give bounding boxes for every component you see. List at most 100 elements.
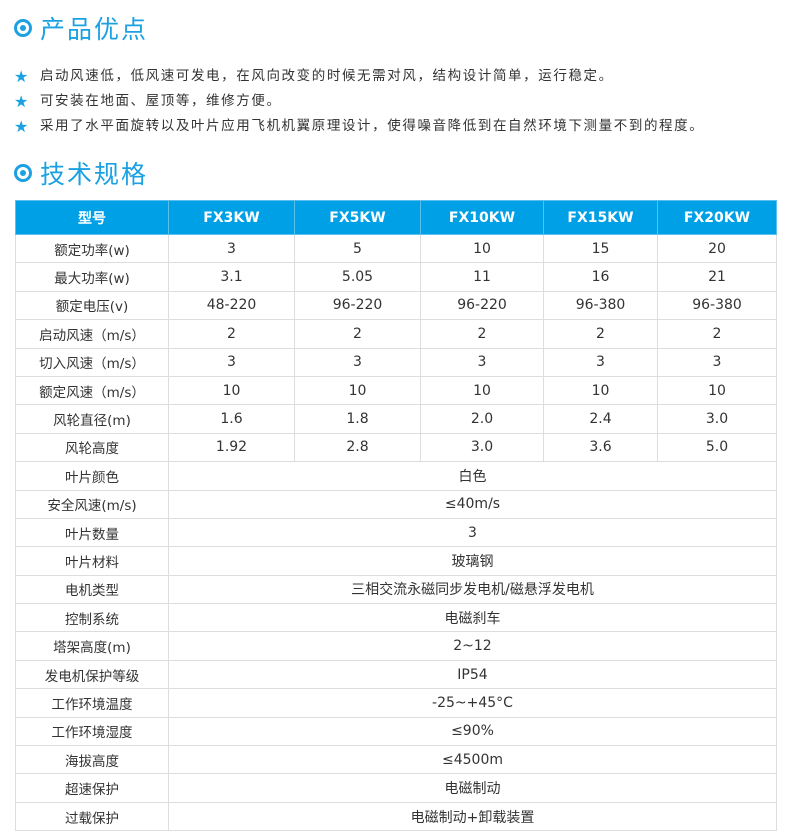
table-row: 安全风速(m/s) ≤40m/s — [15, 489, 777, 519]
table-row: 工作环境湿度 ≤90% — [15, 716, 777, 747]
cell: 1.92 — [168, 432, 295, 463]
table-row: 工作环境温度 -25~+45°C — [15, 688, 777, 718]
specs-heading: 技术规格 — [14, 155, 148, 191]
table-row: 超速保护 电磁制动 — [15, 773, 777, 803]
cell: 2.0 — [420, 404, 544, 434]
target-circle-icon — [14, 164, 32, 182]
cell: 3 — [420, 347, 544, 377]
cell: 10 — [420, 233, 544, 264]
star-icon: ★ — [14, 92, 30, 111]
cell: 1.8 — [294, 404, 421, 434]
cell: -25~+45°C — [168, 688, 777, 718]
cell: 3 — [168, 517, 777, 548]
star-icon: ★ — [14, 67, 30, 86]
cell: 96-380 — [657, 290, 777, 321]
cell: 5 — [294, 233, 421, 264]
table-row: 过载保护 电磁制动+卸载装置 — [15, 801, 777, 832]
cell: 10 — [543, 375, 658, 406]
table-row: 控制系统 电磁刹车 — [15, 603, 777, 633]
row-label: 发电机保护等级 — [15, 659, 169, 690]
cell: 20 — [657, 233, 777, 264]
advantages-list: ★ 启动风速低，低风速可发电，在风向改变的时候无需对风，结构设计简单，运行稳定。 … — [14, 64, 704, 139]
row-label: 风轮直径(m) — [15, 404, 169, 434]
specs-title: 技术规格 — [40, 160, 149, 189]
cell: 3 — [657, 347, 777, 377]
row-label: 工作环境温度 — [15, 688, 169, 718]
table-row: 启动风速（m/s） 2 2 2 2 2 — [15, 319, 777, 349]
row-label: 叶片数量 — [15, 517, 169, 548]
table-row: 发电机保护等级 IP54 — [15, 659, 777, 690]
row-label: 超速保护 — [15, 773, 169, 803]
table-row: 额定功率(w) 3 5 10 15 20 — [15, 233, 777, 264]
row-label: 塔架高度(m) — [15, 631, 169, 661]
cell: 2 — [168, 319, 295, 349]
column-header: FX10KW — [420, 200, 544, 235]
row-label: 额定电压(v) — [15, 290, 169, 321]
row-label: 工作环境湿度 — [15, 716, 169, 747]
cell: 15 — [543, 233, 658, 264]
target-circle-icon — [14, 19, 32, 37]
cell: 96-220 — [420, 290, 544, 321]
cell: 2~12 — [168, 631, 777, 661]
cell: ≤4500m — [168, 745, 777, 775]
cell: 3 — [168, 233, 295, 264]
table-row: 叶片颜色 白色 — [15, 461, 777, 491]
table-row: 风轮高度 1.92 2.8 3.0 3.6 5.0 — [15, 432, 777, 463]
row-label: 启动风速（m/s） — [15, 319, 169, 349]
row-label: 控制系统 — [15, 603, 169, 633]
cell: 10 — [420, 375, 544, 406]
cell: 2.8 — [294, 432, 421, 463]
cell: IP54 — [168, 659, 777, 690]
cell: 2 — [420, 319, 544, 349]
cell: 96-220 — [294, 290, 421, 321]
cell: 3 — [543, 347, 658, 377]
table-header-row: 型号 FX3KW FX5KW FX10KW FX15KW FX20KW — [15, 200, 777, 235]
cell: 玻璃钢 — [168, 546, 777, 576]
cell: 三相交流永磁同步发电机/磁悬浮发电机 — [168, 574, 777, 605]
list-item: ★ 可安装在地面、屋顶等，维修方便。 — [14, 89, 704, 114]
cell: 5.0 — [657, 432, 777, 463]
advantages-title: 产品优点 — [40, 15, 149, 44]
row-label: 电机类型 — [15, 574, 169, 605]
table-row: 风轮直径(m) 1.6 1.8 2.0 2.4 3.0 — [15, 404, 777, 434]
table-row: 塔架高度(m) 2~12 — [15, 631, 777, 661]
cell: 3.1 — [168, 262, 295, 292]
cell: 电磁刹车 — [168, 603, 777, 633]
table-row: 叶片数量 3 — [15, 517, 777, 548]
cell: 10 — [657, 375, 777, 406]
cell: 2 — [543, 319, 658, 349]
cell: 3 — [294, 347, 421, 377]
row-label: 叶片材料 — [15, 546, 169, 576]
row-label: 最大功率(w) — [15, 262, 169, 292]
column-header: FX20KW — [657, 200, 777, 235]
cell: 5.05 — [294, 262, 421, 292]
row-label: 叶片颜色 — [15, 461, 169, 491]
row-label: 额定功率(w) — [15, 233, 169, 264]
column-header: FX15KW — [543, 200, 658, 235]
cell: 2.4 — [543, 404, 658, 434]
cell: 16 — [543, 262, 658, 292]
table-row: 额定电压(v) 48-220 96-220 96-220 96-380 96-380 — [15, 290, 777, 321]
cell: 10 — [294, 375, 421, 406]
list-item: ★ 采用了水平面旋转以及叶片应用飞机机翼原理设计，使得噪音降低到在自然环境下测量不… — [14, 114, 704, 139]
column-header: FX3KW — [168, 200, 295, 235]
list-item: ★ 启动风速低，低风速可发电，在风向改变的时候无需对风，结构设计简单，运行稳定。 — [14, 64, 704, 89]
cell: ≤90% — [168, 716, 777, 747]
cell: 10 — [168, 375, 295, 406]
table-row: 最大功率(w) 3.1 5.05 11 16 21 — [15, 262, 777, 292]
row-label: 切入风速（m/s） — [15, 347, 169, 377]
table-row: 叶片材料 玻璃钢 — [15, 546, 777, 576]
column-header: 型号 — [15, 200, 169, 235]
specs-table: 型号 FX3KW FX5KW FX10KW FX15KW FX20KW 额定功率(w) 3 5… — [15, 200, 777, 832]
cell: 电磁制动 — [168, 773, 777, 803]
cell: 2 — [294, 319, 421, 349]
cell: 白色 — [168, 461, 777, 491]
advantages-heading: 产品优点 — [14, 10, 148, 46]
row-label: 额定风速（m/s） — [15, 375, 169, 406]
cell: 11 — [420, 262, 544, 292]
row-label: 过载保护 — [15, 801, 169, 832]
row-label: 海拔高度 — [15, 745, 169, 775]
cell: 电磁制动+卸载装置 — [168, 801, 777, 832]
table-row: 额定风速（m/s） 10 10 10 10 10 — [15, 375, 777, 406]
row-label: 风轮高度 — [15, 432, 169, 463]
